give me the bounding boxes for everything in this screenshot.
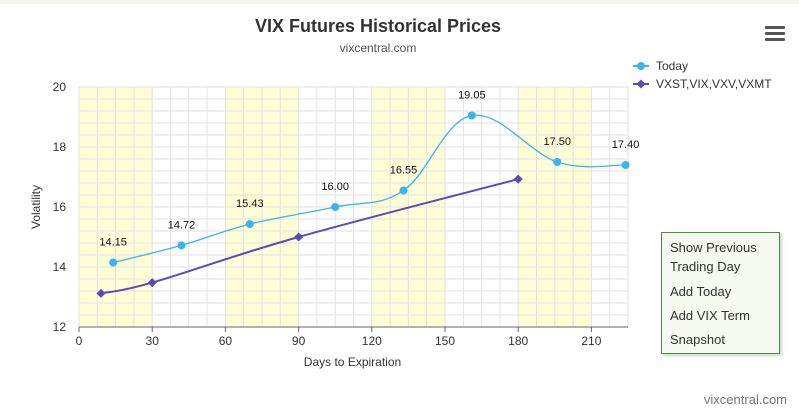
legend-item-1[interactable]: VXST,VIX,VXV,VXMT bbox=[633, 77, 772, 91]
data-label: 17.40 bbox=[612, 139, 640, 151]
chart-card: VIX Futures Historical Prices vixcentral.… bbox=[0, 4, 799, 409]
data-point-term bbox=[294, 232, 304, 242]
data-point-term bbox=[96, 288, 106, 298]
x-tick-label: 60 bbox=[219, 334, 233, 348]
legend-marker bbox=[637, 62, 645, 70]
data-point-today bbox=[553, 158, 562, 166]
menu-icon[interactable] bbox=[765, 26, 785, 44]
data-point-term bbox=[513, 174, 523, 184]
data-label: 16.55 bbox=[390, 165, 418, 177]
x-tick-label: 30 bbox=[146, 334, 160, 348]
legend-label: Today bbox=[656, 59, 688, 73]
add-vix-term-button[interactable]: Add VIX Term bbox=[670, 308, 750, 323]
x-tick-label: 120 bbox=[362, 334, 382, 348]
y-tick-label: 16 bbox=[53, 200, 67, 214]
data-label: 16.00 bbox=[321, 181, 349, 193]
legend-label: VXST,VIX,VXV,VXMT bbox=[656, 77, 772, 91]
snapshot-button[interactable]: Snapshot bbox=[670, 332, 725, 347]
credit-text[interactable]: vixcentral.com bbox=[703, 392, 787, 407]
data-point-today bbox=[467, 111, 476, 120]
data-point-today bbox=[177, 241, 186, 250]
data-point-today bbox=[399, 186, 408, 195]
x-axis-title: Days to Expiration bbox=[304, 355, 401, 369]
y-tick-label: 20 bbox=[53, 80, 67, 94]
data-point-today bbox=[621, 161, 630, 169]
x-tick-label: 210 bbox=[581, 334, 601, 348]
data-point-today bbox=[245, 220, 254, 229]
y-axis-title: Volatility bbox=[29, 185, 43, 229]
chart-title: VIX Futures Historical Prices bbox=[255, 16, 501, 36]
y-tick-label: 14 bbox=[53, 260, 67, 274]
series-line-1 bbox=[100, 178, 519, 295]
chart-subtitle: vixcentral.com bbox=[340, 41, 417, 55]
chart: VIX Futures Historical Prices vixcentral.… bbox=[29, 16, 772, 369]
x-tick-label: 180 bbox=[508, 334, 528, 348]
x-tick-label: 150 bbox=[435, 334, 455, 348]
data-label: 14.72 bbox=[168, 219, 196, 231]
data-point-term bbox=[147, 278, 157, 288]
data-point-today bbox=[109, 258, 118, 267]
y-tick-label: 18 bbox=[53, 140, 67, 154]
data-label: 17.50 bbox=[543, 136, 571, 148]
show-previous-trading-day-button[interactable]: Show Previous Trading Day bbox=[670, 240, 757, 274]
data-label: 14.15 bbox=[99, 237, 127, 249]
x-tick-label: 0 bbox=[76, 334, 83, 348]
x-tick-label: 90 bbox=[292, 334, 306, 348]
series-line-0 bbox=[113, 114, 626, 264]
data-label: 19.05 bbox=[458, 90, 486, 102]
data-point-today bbox=[331, 203, 340, 211]
legend-marker bbox=[636, 79, 646, 89]
legend-item-0[interactable]: Today bbox=[633, 59, 688, 73]
y-tick-label: 12 bbox=[53, 320, 67, 334]
data-label: 15.43 bbox=[236, 198, 264, 210]
side-panel: Show Previous Trading Day Add Today Add … bbox=[661, 232, 780, 354]
add-today-button[interactable]: Add Today bbox=[670, 284, 732, 299]
